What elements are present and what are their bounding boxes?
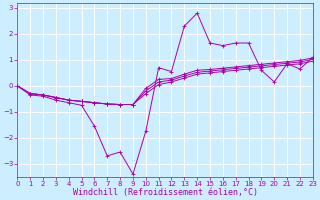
X-axis label: Windchill (Refroidissement éolien,°C): Windchill (Refroidissement éolien,°C) — [73, 188, 258, 197]
